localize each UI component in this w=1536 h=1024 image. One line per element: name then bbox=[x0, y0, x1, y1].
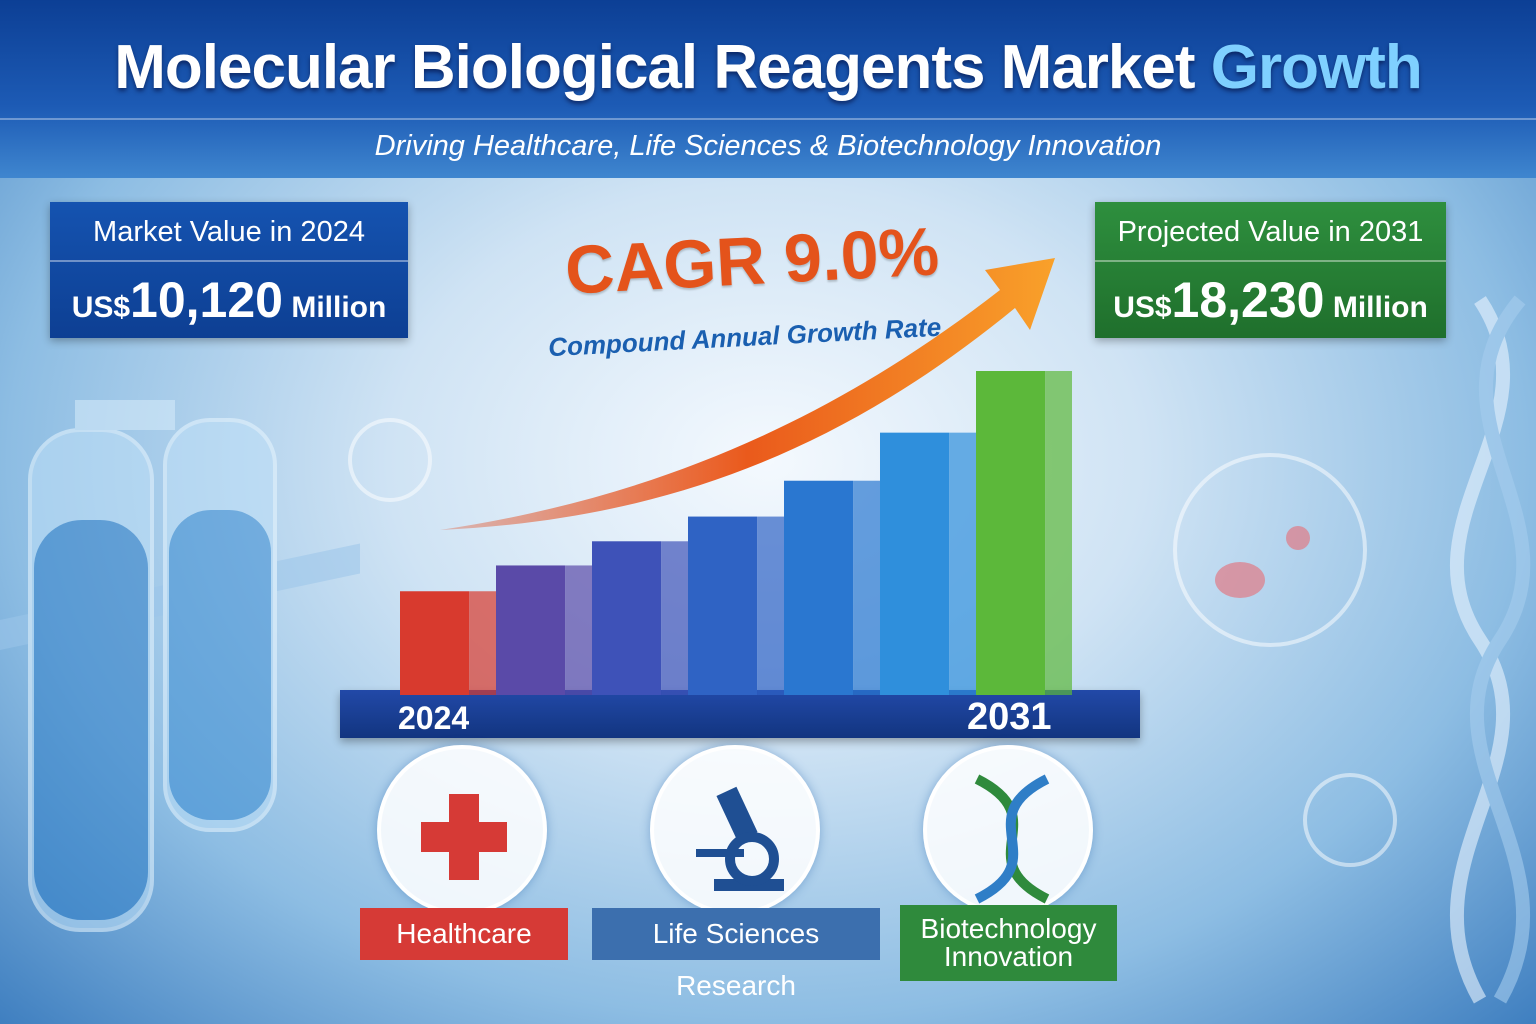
x-tick-label: 2024 bbox=[398, 700, 470, 736]
cell-illustration bbox=[348, 418, 1397, 867]
biotech-label-line1: Biotechnology bbox=[920, 913, 1097, 944]
card-label: Market Value in 2024 bbox=[50, 202, 408, 262]
bar-5 bbox=[784, 480, 854, 695]
healthcare-icon-circle bbox=[377, 745, 547, 915]
header-banner: Molecular Biological Reagents Market Gro… bbox=[0, 0, 1536, 178]
divider bbox=[0, 118, 1536, 120]
bar-6 bbox=[880, 432, 950, 695]
card-value: US$10,120 Million bbox=[50, 262, 408, 338]
life-sciences-icon-circle bbox=[650, 745, 820, 915]
currency: US$ bbox=[1113, 291, 1172, 324]
biotech-label: Biotechnology Innovation bbox=[900, 905, 1117, 981]
biotech-label-line2: Innovation bbox=[943, 941, 1074, 972]
bar-7 bbox=[976, 371, 1046, 695]
unit: Million bbox=[1332, 291, 1428, 324]
page-title: Molecular Biological Reagents Market Gro… bbox=[0, 32, 1536, 103]
bar-4 bbox=[688, 516, 758, 695]
currency: US$ bbox=[71, 291, 131, 324]
card-label: Projected Value in 2031 bbox=[1095, 202, 1446, 262]
cell-organelle bbox=[1215, 562, 1265, 598]
bar-side-5 bbox=[853, 480, 880, 695]
dna-icon bbox=[974, 774, 1050, 904]
bar-side-6 bbox=[949, 432, 976, 695]
bar-side-3 bbox=[661, 541, 688, 695]
life-sciences-label: Life Sciences Research bbox=[592, 908, 880, 1001]
unit: Million bbox=[291, 291, 387, 324]
bar-side-7 bbox=[1045, 371, 1072, 695]
dna-helix-illustration bbox=[1449, 295, 1531, 1004]
bar-3 bbox=[592, 541, 662, 695]
bar-2 bbox=[496, 565, 566, 695]
card-value: US$18,230 Million bbox=[1095, 262, 1446, 338]
market-value-2024-card: Market Value in 2024 US$10,120 Million bbox=[50, 202, 408, 338]
bar-side-4 bbox=[757, 516, 784, 695]
projected-value-2031-card: Projected Value in 2031 US$18,230 Millio… bbox=[1095, 202, 1446, 338]
x-tick-label: 2031 bbox=[967, 696, 1052, 738]
healthcare-label: Healthcare bbox=[360, 908, 568, 960]
title-main: Molecular Biological Reagents Market bbox=[114, 33, 1195, 102]
cell-organelle bbox=[1286, 526, 1310, 550]
title-accent: Growth bbox=[1210, 33, 1423, 102]
medical-cross-icon bbox=[421, 794, 507, 880]
amount: 10,120 bbox=[130, 272, 283, 328]
page-subtitle: Driving Healthcare, Life Sciences & Biot… bbox=[374, 130, 1162, 162]
biotech-icon-circle bbox=[923, 745, 1093, 915]
microscope-icon bbox=[696, 786, 784, 891]
chart-base-platform bbox=[340, 690, 1140, 738]
bar-side-1 bbox=[469, 591, 496, 695]
test-tubes-illustration bbox=[0, 400, 360, 932]
bar-side-2 bbox=[565, 565, 592, 695]
bar-1 bbox=[400, 591, 470, 695]
amount: 18,230 bbox=[1171, 272, 1325, 328]
